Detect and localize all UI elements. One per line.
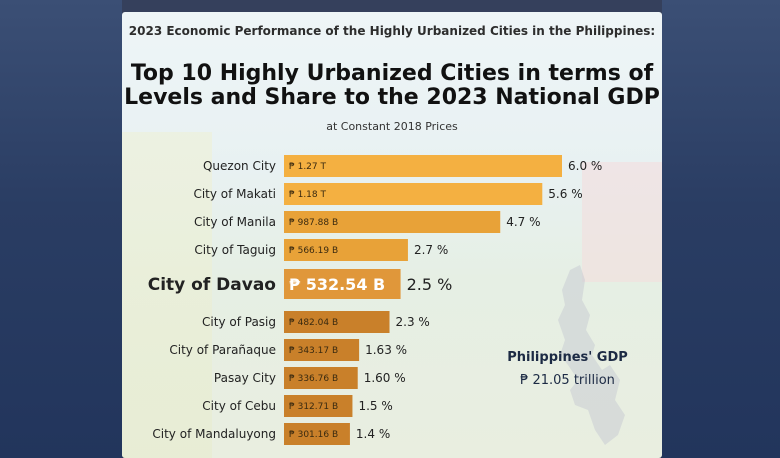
category-label-9: City of Mandaluyong xyxy=(152,427,276,441)
bar-7 xyxy=(284,367,358,389)
infographic-card: 2023 Economic Performance of the Highly … xyxy=(122,12,662,458)
bar-6 xyxy=(284,339,360,361)
category-label-0: Quezon City xyxy=(203,159,276,173)
map-shape xyxy=(558,265,625,445)
bar-chart: Quezon City ₱ 1.27 T 6.0 % City of Makati ₱ … xyxy=(148,155,602,445)
bar-group: Quezon City ₱ 1.27 T 6.0 % City of Makati ₱ … xyxy=(148,155,602,445)
share-label-4: 2.5 % xyxy=(407,275,453,294)
header-top-line: 2023 Economic Performance of the Highly … xyxy=(128,24,656,38)
bar-1 xyxy=(284,183,543,205)
category-label-2: City of Manila xyxy=(194,215,276,229)
value-label-0: ₱ 1.27 T xyxy=(289,162,326,172)
bar-5 xyxy=(284,311,390,333)
category-label-8: City of Cebu xyxy=(202,399,276,413)
share-label-0: 6.0 % xyxy=(568,159,602,173)
share-label-6: 1.63 % xyxy=(365,343,407,357)
share-label-7: 1.60 % xyxy=(364,371,406,385)
category-label-7: Pasay City xyxy=(214,371,276,385)
title-line-2: Levels and Share to the 2023 National GD… xyxy=(124,85,660,110)
value-label-1: ₱ 1.18 T xyxy=(289,190,326,200)
bar-3 xyxy=(284,239,408,261)
decorative-background-right xyxy=(582,162,662,282)
category-label-1: City of Makati xyxy=(193,187,276,201)
bar-2 xyxy=(284,211,501,233)
share-label-2: 4.7 % xyxy=(506,215,540,229)
value-label-7: ₱ 336.76 B xyxy=(289,374,338,384)
gdp-box: Philippines' GDP ₱ 21.05 trillion xyxy=(505,350,630,388)
value-label-9: ₱ 301.16 B xyxy=(289,430,338,440)
share-label-9: 1.4 % xyxy=(356,427,390,441)
share-label-8: 1.5 % xyxy=(358,399,392,413)
gdp-label: Philippines' GDP xyxy=(507,350,628,365)
category-label-5: City of Pasig xyxy=(202,315,276,329)
share-label-1: 5.6 % xyxy=(548,187,582,201)
category-label-6: City of Parañaque xyxy=(169,343,276,357)
bar-4 xyxy=(284,269,401,299)
decorative-background-left xyxy=(122,132,212,458)
philippines-map-icon xyxy=(558,265,625,445)
bar-0 xyxy=(284,155,562,177)
chart-title: Top 10 Highly Urbanized Cities in terms … xyxy=(122,62,662,110)
chart-subtitle: at Constant 2018 Prices xyxy=(326,120,458,133)
category-label-3: City of Taguig xyxy=(194,243,276,257)
value-label-2: ₱ 987.88 B xyxy=(289,218,338,228)
share-label-3: 2.7 % xyxy=(414,243,448,257)
share-label-5: 2.3 % xyxy=(396,315,430,329)
value-label-3: ₱ 566.19 B xyxy=(289,246,338,256)
value-label-5: ₱ 482.04 B xyxy=(289,318,338,328)
title-line-1: Top 10 Highly Urbanized Cities in terms … xyxy=(130,61,654,86)
category-label-4: City of Davao xyxy=(148,275,276,295)
bar-9 xyxy=(284,423,350,445)
background-right xyxy=(662,0,780,458)
value-label-4: ₱ 532.54 B xyxy=(289,275,385,294)
value-label-6: ₱ 343.17 B xyxy=(289,346,338,356)
background-left xyxy=(0,0,122,458)
value-label-8: ₱ 312.71 B xyxy=(289,402,338,412)
gdp-value: ₱ 21.05 trillion xyxy=(520,373,615,388)
bar-8 xyxy=(284,395,353,417)
